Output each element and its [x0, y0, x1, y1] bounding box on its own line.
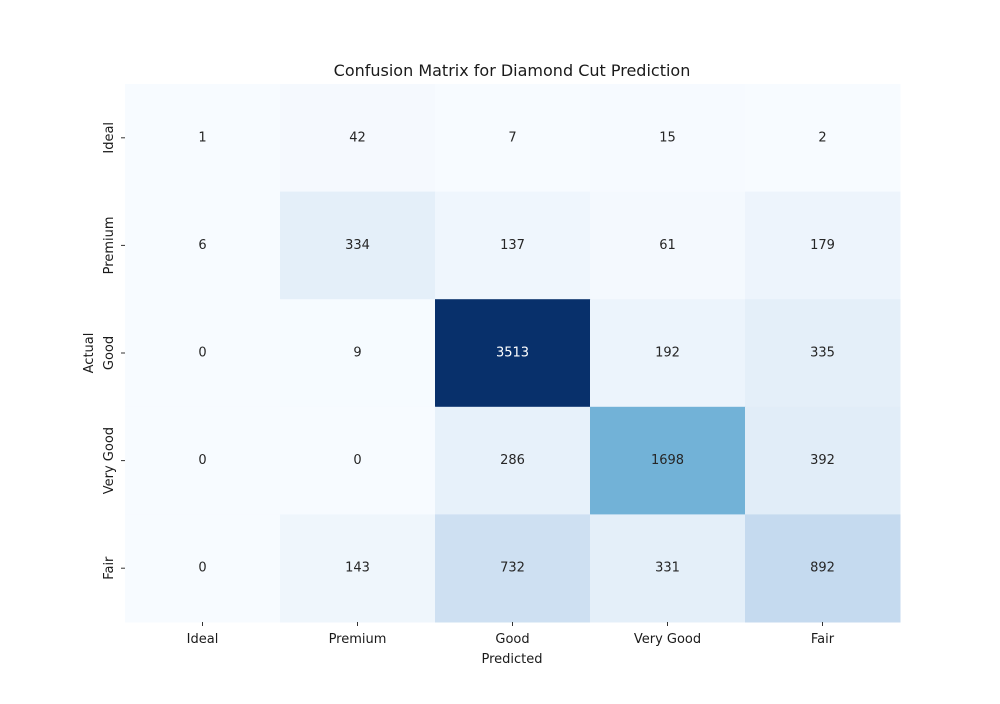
heatmap-cells: 1 42 7 15 2 6 334 137 61 179 0 9 3513 192 335 0 0 286 1698…: [125, 84, 901, 623]
x-tick-label: Ideal: [187, 632, 219, 647]
cell-value-label: 0: [353, 453, 361, 468]
cell-value-label: 331: [655, 561, 680, 576]
cell-value-label: 1698: [651, 453, 684, 468]
x-tick-label: Premium: [329, 632, 387, 647]
cell-value-label: 9: [353, 346, 361, 361]
heatmap-cell: [435, 191, 591, 300]
cell-value-label: 334: [345, 238, 370, 253]
cell-value-label: 892: [810, 561, 835, 576]
x-axis-ticks: Ideal Premium Good Very Good Fair: [187, 622, 835, 647]
cell-value-label: 143: [345, 561, 370, 576]
cell-value-label: 61: [659, 238, 676, 253]
cell-value-label: 1: [198, 130, 206, 145]
y-axis-label: Actual: [82, 333, 97, 374]
heatmap-cell: [125, 84, 281, 193]
heatmap-cell: [125, 191, 281, 300]
cell-value-label: 2: [818, 130, 826, 145]
x-tick-label: Very Good: [634, 632, 701, 647]
cell-value-label: 137: [500, 238, 525, 253]
x-tick-label: Fair: [811, 632, 835, 647]
cell-value-label: 392: [810, 453, 835, 468]
cell-value-label: 7: [508, 130, 516, 145]
y-tick-label: Very Good: [102, 427, 117, 494]
heatmap-cell: [590, 406, 746, 515]
heatmap-cell: [280, 514, 436, 623]
y-tick-label: Fair: [102, 556, 117, 580]
cell-value-label: 6: [198, 238, 206, 253]
y-axis-ticks: Ideal Premium Good Very Good Fair: [102, 122, 125, 580]
cell-value-label: 0: [198, 453, 206, 468]
heatmap-cell: [435, 514, 591, 623]
heatmap-cell: [590, 299, 746, 408]
y-tick-label: Good: [102, 336, 117, 370]
heatmap-cell: [280, 191, 436, 300]
x-tick-label: Good: [495, 632, 529, 647]
heatmap-cell: [280, 299, 436, 408]
heatmap-cell: [745, 191, 901, 300]
chart-title: Confusion Matrix for Diamond Cut Predict…: [334, 61, 691, 80]
heatmap-cell: [280, 406, 436, 515]
cell-value-label: 3513: [496, 346, 529, 361]
y-tick-label: Premium: [102, 216, 117, 274]
heatmap-cell: [590, 191, 746, 300]
heatmap-cell: [435, 299, 591, 408]
heatmap-cell: [745, 406, 901, 515]
cell-value-label: 179: [810, 238, 835, 253]
heatmap-cell: [125, 406, 281, 515]
heatmap-cell: [125, 514, 281, 623]
heatmap-cell: [745, 84, 901, 193]
cell-value-label: 732: [500, 561, 525, 576]
heatmap-cell: [745, 514, 901, 623]
cell-value-label: 192: [655, 346, 680, 361]
cell-value-label: 0: [198, 346, 206, 361]
cell-value-label: 286: [500, 453, 525, 468]
cell-value-label: 335: [810, 346, 835, 361]
y-tick-label: Ideal: [102, 122, 117, 154]
x-axis-label: Predicted: [481, 652, 542, 667]
heatmap-cell: [125, 299, 281, 408]
heatmap-cell: [590, 514, 746, 623]
heatmap-cell: [280, 84, 436, 193]
heatmap-cell: [590, 84, 746, 193]
cell-value-label: 0: [198, 561, 206, 576]
heatmap-cell: [435, 84, 591, 193]
heatmap-cell: [745, 299, 901, 408]
cell-value-label: 42: [349, 130, 366, 145]
heatmap-cell: [435, 406, 591, 515]
cell-value-label: 15: [659, 130, 676, 145]
